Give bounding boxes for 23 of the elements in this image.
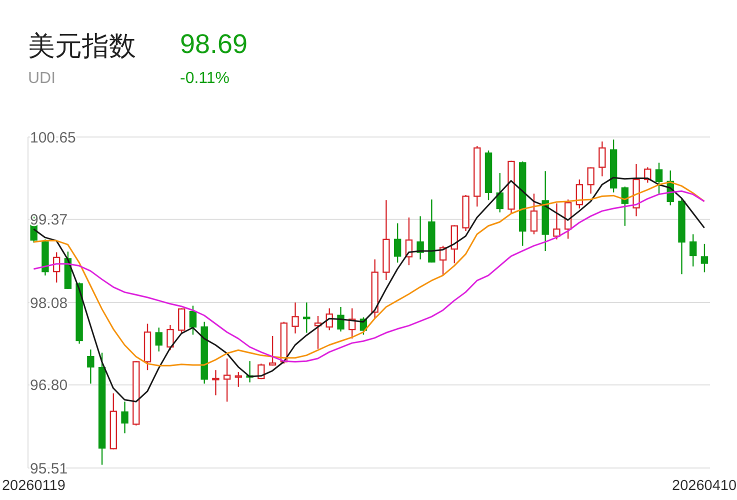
y-tick-label: 95.51 — [30, 460, 68, 478]
y-tick-label: 96.80 — [30, 377, 68, 394]
y-tick-label: 98.08 — [30, 294, 68, 312]
candlestick — [382, 200, 390, 281]
chart-subtitle: UDI — [28, 70, 56, 88]
candlestick — [223, 358, 231, 402]
candlestick — [212, 370, 220, 396]
candlestick — [98, 352, 106, 466]
candlestick — [700, 243, 708, 273]
candlestick — [542, 170, 549, 252]
candlestick — [416, 216, 424, 260]
x-tick-label: 20260410 — [672, 478, 737, 494]
candlestick — [598, 140, 606, 177]
candlestick — [87, 348, 94, 384]
candlestick — [121, 401, 128, 434]
text: -0.11% — [180, 70, 230, 88]
candlestick — [292, 302, 299, 334]
candlestick — [200, 321, 208, 384]
text: 98.69 — [180, 29, 248, 60]
y-tick-label: 100.65 — [30, 129, 76, 146]
chart-title: 美元指数 — [28, 30, 136, 64]
x-tick-label: 20260119 — [2, 478, 66, 494]
candlestick — [303, 302, 310, 334]
